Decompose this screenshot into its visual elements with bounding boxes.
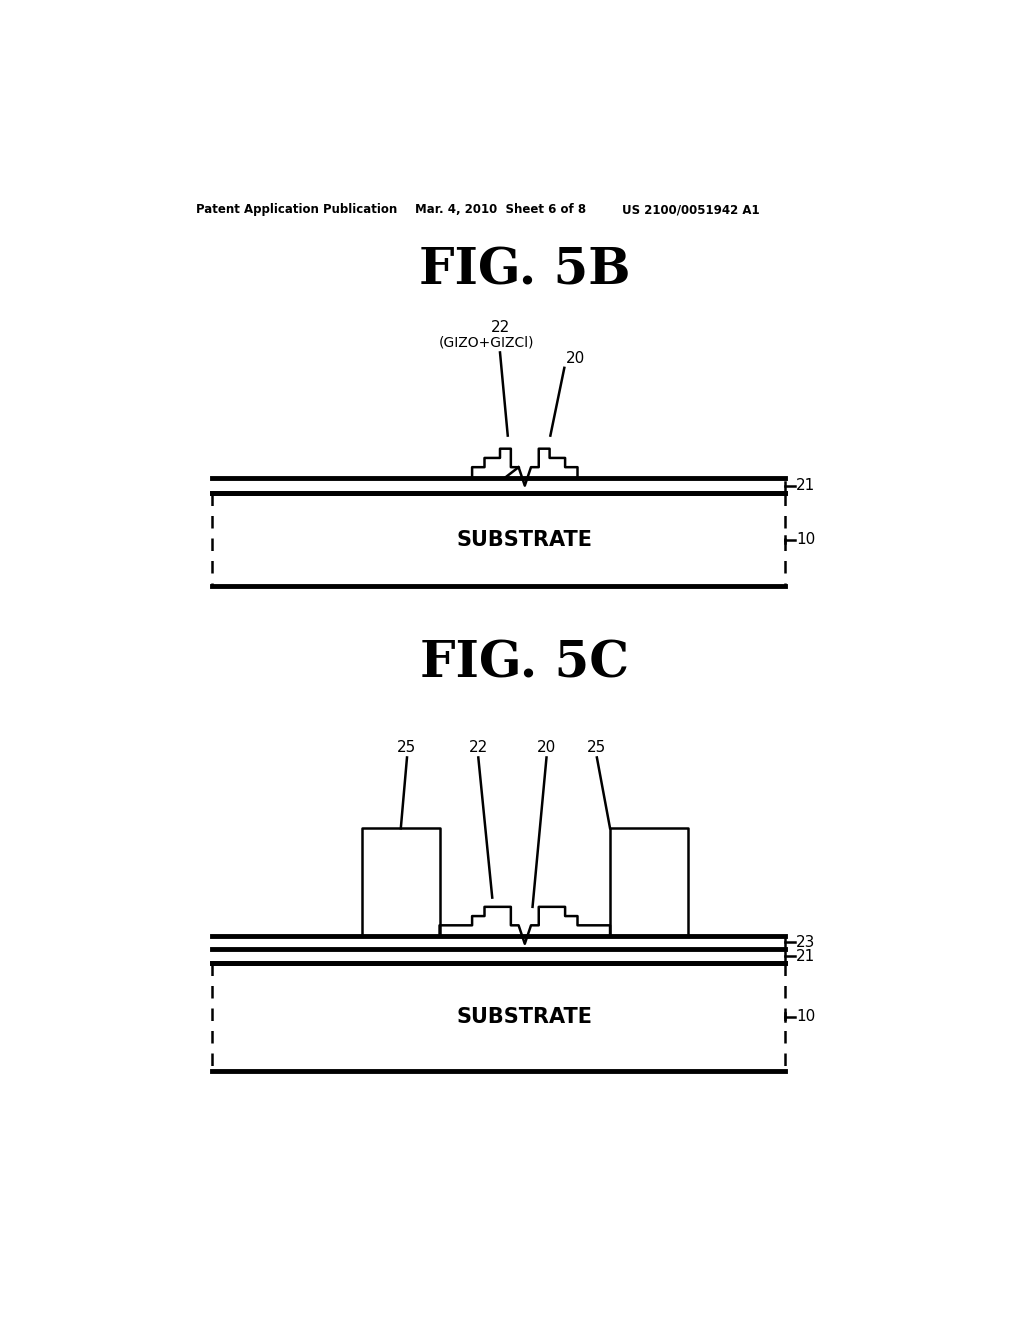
Text: 23: 23 bbox=[796, 935, 815, 950]
Text: 10: 10 bbox=[796, 532, 815, 546]
Text: 10: 10 bbox=[796, 1010, 815, 1024]
Text: SUBSTRATE: SUBSTRATE bbox=[457, 529, 593, 549]
Text: 22: 22 bbox=[490, 321, 510, 335]
Text: 25: 25 bbox=[587, 741, 606, 755]
Text: FIG. 5B: FIG. 5B bbox=[419, 247, 631, 296]
Text: 22: 22 bbox=[469, 741, 487, 755]
Text: SUBSTRATE: SUBSTRATE bbox=[457, 1007, 593, 1027]
Text: 20: 20 bbox=[566, 351, 585, 367]
Text: Patent Application Publication: Patent Application Publication bbox=[197, 203, 397, 216]
Text: (GIZO+GIZCl): (GIZO+GIZCl) bbox=[438, 335, 534, 350]
Text: 20: 20 bbox=[537, 741, 556, 755]
Text: US 2100/0051942 A1: US 2100/0051942 A1 bbox=[623, 203, 760, 216]
Text: 21: 21 bbox=[796, 949, 815, 964]
Text: Mar. 4, 2010  Sheet 6 of 8: Mar. 4, 2010 Sheet 6 of 8 bbox=[415, 203, 586, 216]
Text: FIG. 5C: FIG. 5C bbox=[420, 640, 630, 689]
Text: 21: 21 bbox=[796, 478, 815, 494]
Text: 25: 25 bbox=[397, 741, 417, 755]
